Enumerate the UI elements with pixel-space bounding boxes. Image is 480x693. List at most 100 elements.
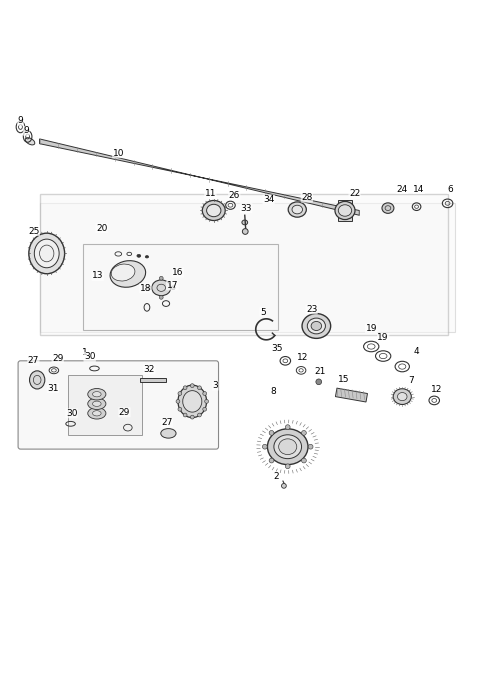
Text: 11: 11 — [204, 189, 216, 198]
Circle shape — [301, 458, 306, 463]
Circle shape — [281, 484, 286, 489]
Text: 30: 30 — [66, 409, 77, 418]
Ellipse shape — [30, 371, 45, 389]
Ellipse shape — [88, 389, 106, 400]
Ellipse shape — [88, 398, 106, 410]
Ellipse shape — [338, 204, 352, 216]
Circle shape — [301, 430, 306, 435]
Polygon shape — [39, 139, 360, 216]
Circle shape — [242, 229, 248, 234]
Ellipse shape — [393, 389, 411, 405]
Text: 7: 7 — [408, 376, 414, 385]
Ellipse shape — [178, 385, 206, 418]
FancyBboxPatch shape — [18, 361, 218, 449]
Ellipse shape — [335, 202, 355, 220]
Ellipse shape — [93, 401, 101, 406]
Polygon shape — [39, 203, 455, 332]
Text: 9: 9 — [24, 126, 29, 135]
Circle shape — [183, 386, 187, 389]
Text: 19: 19 — [377, 333, 389, 342]
Ellipse shape — [29, 233, 65, 274]
Circle shape — [269, 458, 274, 463]
Circle shape — [308, 444, 313, 449]
Text: 29: 29 — [119, 408, 130, 417]
Text: 34: 34 — [263, 195, 275, 204]
Text: 18: 18 — [140, 283, 151, 292]
Polygon shape — [39, 194, 447, 335]
Circle shape — [269, 430, 274, 435]
Circle shape — [203, 407, 206, 411]
Polygon shape — [83, 244, 278, 330]
Circle shape — [285, 425, 290, 430]
Ellipse shape — [161, 428, 176, 438]
Ellipse shape — [279, 439, 297, 455]
Circle shape — [178, 407, 182, 411]
Bar — [140, 378, 166, 383]
Text: 25: 25 — [28, 227, 39, 236]
Text: 29: 29 — [52, 354, 63, 363]
Ellipse shape — [145, 256, 149, 258]
Bar — [336, 388, 368, 402]
Text: 22: 22 — [349, 189, 360, 198]
Circle shape — [178, 392, 182, 396]
Text: 31: 31 — [47, 383, 59, 392]
Ellipse shape — [111, 264, 135, 281]
Circle shape — [204, 399, 208, 403]
Text: 21: 21 — [314, 367, 325, 376]
Ellipse shape — [110, 261, 145, 288]
Ellipse shape — [183, 391, 202, 412]
Text: 4: 4 — [414, 346, 420, 356]
Ellipse shape — [288, 202, 306, 217]
Circle shape — [171, 286, 175, 290]
Circle shape — [147, 286, 151, 290]
Text: 33: 33 — [240, 204, 252, 213]
Circle shape — [198, 413, 201, 417]
Circle shape — [159, 295, 163, 299]
Text: 12: 12 — [431, 385, 442, 394]
Text: 12: 12 — [297, 353, 309, 362]
Ellipse shape — [206, 204, 221, 217]
Text: 28: 28 — [301, 193, 312, 202]
Ellipse shape — [152, 280, 171, 296]
Text: 14: 14 — [413, 184, 425, 193]
Bar — [68, 375, 142, 435]
Text: 6: 6 — [447, 184, 453, 193]
Text: 5: 5 — [260, 308, 266, 317]
Text: 19: 19 — [365, 324, 377, 333]
Circle shape — [176, 399, 180, 403]
Text: 35: 35 — [272, 344, 283, 353]
Ellipse shape — [382, 203, 394, 213]
Circle shape — [183, 413, 187, 417]
Ellipse shape — [274, 435, 301, 459]
Ellipse shape — [292, 205, 302, 214]
Ellipse shape — [307, 318, 325, 334]
Ellipse shape — [311, 322, 322, 331]
Circle shape — [316, 379, 322, 385]
Circle shape — [198, 386, 201, 389]
Ellipse shape — [25, 138, 35, 145]
Text: 23: 23 — [306, 305, 317, 314]
Circle shape — [191, 384, 194, 387]
Text: 27: 27 — [161, 419, 173, 428]
Ellipse shape — [397, 392, 407, 401]
Text: 10: 10 — [112, 149, 124, 158]
Text: 30: 30 — [84, 353, 96, 362]
Text: 8: 8 — [271, 387, 276, 396]
Bar — [338, 200, 352, 222]
Text: 13: 13 — [92, 272, 104, 281]
Ellipse shape — [267, 429, 308, 464]
Text: 3: 3 — [212, 381, 218, 390]
Ellipse shape — [302, 313, 331, 338]
Text: 15: 15 — [338, 376, 350, 385]
Text: 16: 16 — [172, 268, 184, 277]
Text: 27: 27 — [28, 356, 39, 365]
Ellipse shape — [202, 200, 225, 220]
Ellipse shape — [93, 392, 101, 397]
Circle shape — [285, 464, 290, 468]
Ellipse shape — [242, 220, 248, 225]
Text: 24: 24 — [396, 184, 408, 193]
Text: 32: 32 — [144, 365, 155, 374]
Circle shape — [159, 277, 163, 280]
Text: 26: 26 — [228, 191, 240, 200]
Text: 17: 17 — [167, 281, 178, 290]
